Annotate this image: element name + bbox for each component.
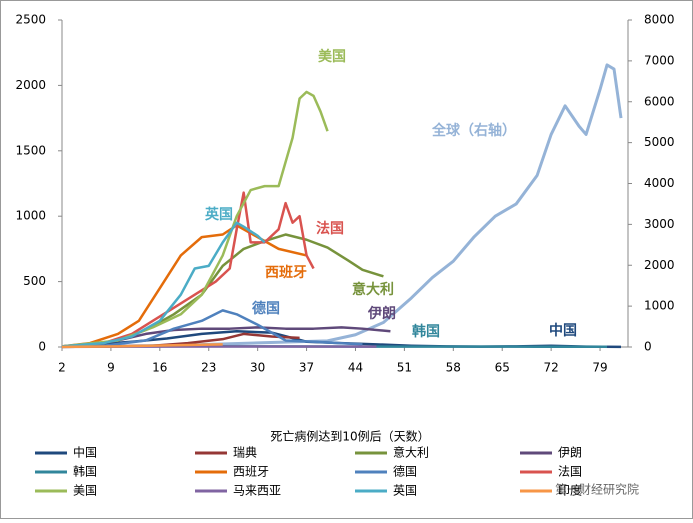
legend-label: 韩国 [73,464,97,479]
y2-tick-label: 7000 [644,53,675,67]
y2-tick-label: 8000 [644,13,675,27]
legend-label: 马来西亚 [233,484,281,498]
annotation: 中国 [549,322,577,339]
y2-tick-label: 4000 [644,176,675,190]
y-tick-label: 1000 [15,209,46,223]
legend-label: 伊朗 [558,446,582,460]
y-tick-label: 2500 [15,13,46,27]
x-tick-label: 51 [397,361,412,375]
y-tick-label: 1500 [15,143,46,157]
x-axis-label: 死亡病例达到10例后（天数） [270,429,429,444]
x-tick-label: 30 [250,361,265,375]
y2-tick-label: 2000 [644,258,675,272]
x-tick-label: 23 [201,361,216,375]
legend-label: 瑞典 [233,446,257,460]
x-tick-label: 44 [348,361,363,375]
x-tick-label: 79 [592,361,607,375]
y2-tick-label: 3000 [644,217,675,231]
annotation: 伊朗 [367,305,396,322]
legend-label: 法国 [558,465,582,479]
annotation: 美国 [318,48,346,65]
legend-label: 美国 [73,484,97,498]
legend-label: 英国 [393,484,417,498]
x-tick-label: 72 [543,361,558,375]
x-tick-label: 65 [495,361,510,375]
x-tick-label: 37 [299,361,314,375]
annotation: 全球（右轴） [431,122,516,139]
annotation: 法国 [316,220,344,237]
annotation: 英国 [204,206,233,223]
y2-tick-label: 6000 [644,94,675,108]
y2-tick-label: 1000 [644,299,675,313]
x-tick-label: 2 [58,361,66,375]
y-tick-label: 500 [23,274,46,288]
annotation: 德国 [252,300,280,317]
legend-label: 意大利 [393,445,429,460]
legend-label: 德国 [393,464,417,479]
x-tick-label: 9 [107,361,115,375]
annotation: 西班牙 [265,264,307,281]
legend-label: 中国 [73,445,97,460]
x-tick-label: 16 [152,361,167,375]
y2-tick-label: 5000 [644,135,675,149]
y-tick-label: 2000 [15,78,46,92]
x-tick-label: 58 [446,361,461,375]
legend-label: 印度 [558,483,582,498]
y2-tick-label: 0 [644,340,652,354]
annotation: 韩国 [412,323,440,340]
y-tick-label: 0 [38,340,46,354]
legend-label: 西班牙 [233,465,269,479]
annotation: 意大利 [352,281,394,298]
